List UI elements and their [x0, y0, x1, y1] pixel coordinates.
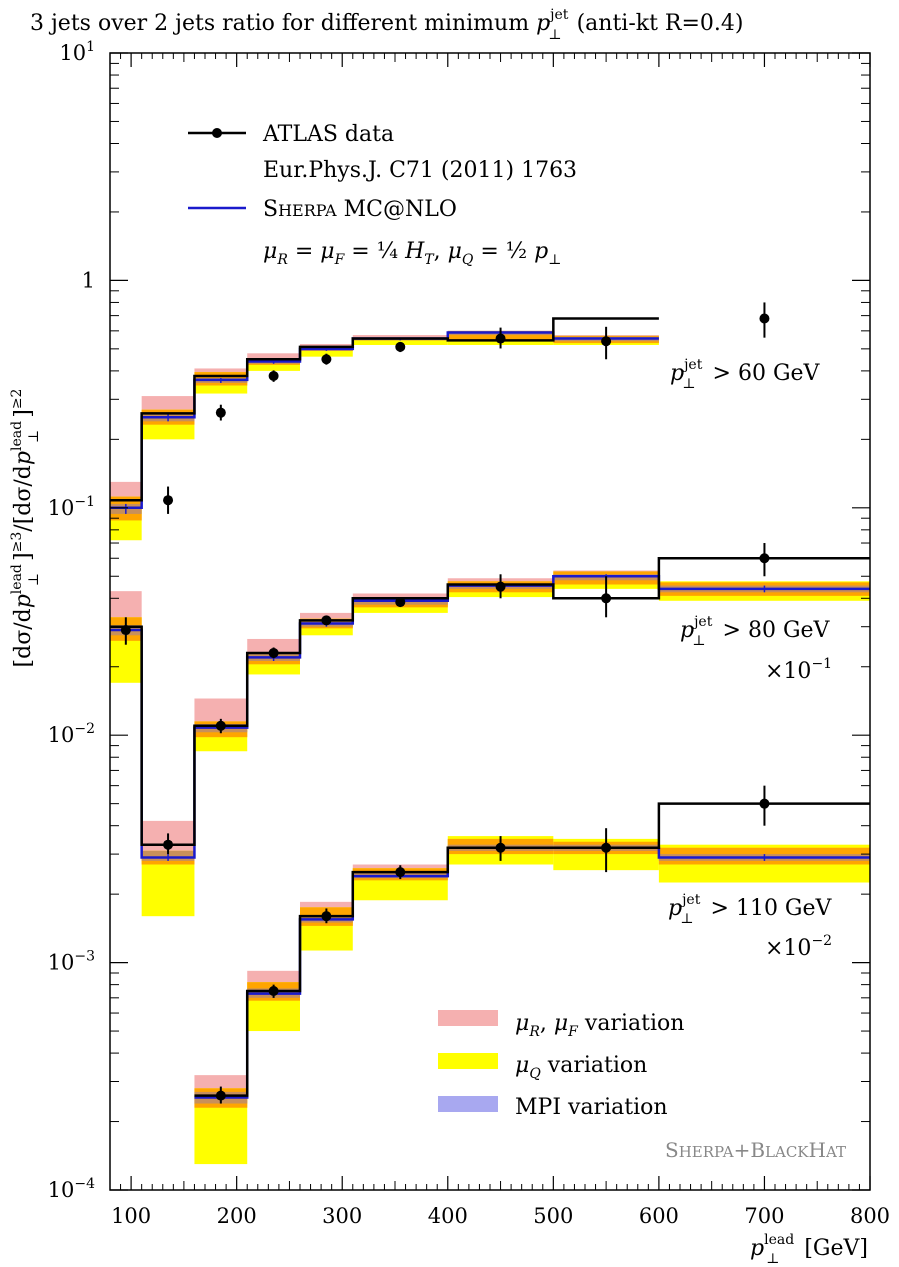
y-tick-label-4: 10−3: [48, 949, 95, 975]
data-point-s2-p1: [215, 1090, 226, 1101]
data-point-s0-p1: [215, 407, 226, 418]
y-tick-label-3: 10−2: [48, 721, 95, 747]
legend-mpi-label: MPI variation: [515, 1095, 668, 1120]
title-main: 3 jets over 2 jets ratio for different m…: [30, 11, 536, 36]
data-point-s2-p5: [495, 842, 506, 853]
series-scale-80: ×10−1: [765, 656, 832, 684]
data-point-s1-p5: [495, 581, 506, 592]
data-hist-s2: [194, 802, 870, 1097]
band-q-s0-b5: [352, 337, 448, 345]
x-tick-label-200: 200: [217, 1204, 257, 1228]
data-point-s1-p7: [759, 553, 770, 564]
data-point-s0-p2: [268, 370, 279, 381]
data-point-s2-p4: [395, 867, 406, 878]
legend-top: ATLAS data Eur.Phys.J. C71 (2011) 1763 S…: [188, 122, 577, 268]
legend-data-label: ATLAS data: [262, 122, 394, 147]
data-point-s2-p2: [268, 986, 279, 997]
y-tick-label-5: 10−4: [48, 1176, 95, 1202]
data-point-s2-p6: [601, 842, 612, 853]
x-tick-label-400: 400: [428, 1204, 468, 1228]
data-point-s1-p4: [395, 597, 406, 608]
legend-bottom: μR, μF variation μQ variation MPI variat…: [438, 1010, 684, 1120]
data-point-s2-p7: [759, 798, 770, 809]
data-point-s0-p3: [321, 354, 332, 365]
x-tick-label-100: 100: [111, 1204, 151, 1228]
y-tick-label-2: 10−1: [48, 494, 95, 520]
legend-mpi-swatch: [438, 1096, 498, 1112]
x-tick-label-600: 600: [639, 1204, 679, 1228]
series-label-110: pjet ⊥ > 110 GeV: [668, 892, 833, 927]
data-point-s2-p3: [321, 911, 332, 922]
uncertainty-bands: [110, 330, 870, 1165]
legend-q-label: μQ variation: [515, 1053, 647, 1082]
data-point-s1-p3: [321, 615, 332, 626]
data-point-s0-p0: [163, 495, 174, 506]
x-tick-label-800: 800: [850, 1204, 890, 1228]
x-tick-label-300: 300: [322, 1204, 362, 1228]
series-label-60: pjet ⊥ > 60 GeV: [670, 357, 821, 392]
data-point-s0-p6: [601, 336, 612, 347]
watermark: SHERPA+BLACKHAT: [665, 1138, 846, 1162]
y-tick-label-0: 101: [59, 39, 95, 65]
y-axis-label: [dσ/dplead⊥]≥3/[dσ/dplead⊥]≥2: [9, 389, 42, 668]
data-point-s1-p0: [120, 625, 131, 636]
x-tick-label-500: 500: [533, 1204, 573, 1228]
series-scale-110: ×10−2: [765, 933, 832, 961]
data-point-s0-p4: [395, 341, 406, 352]
y-tick-label-1: 1: [82, 268, 95, 292]
series-label-80: pjet ⊥ > 80 GeV: [680, 614, 831, 649]
axes: 100 200 300 400 500 600 700 800 101 1 10−1 10−2 10−3…: [48, 39, 890, 1228]
legend-mc-label: SHERPA MC@NLO: [263, 197, 457, 222]
legend-scales: μR = μF = ¼ HT, μQ = ½ p⊥: [263, 239, 561, 268]
x-axis-label: plead ⊥ [GeV]: [750, 1232, 868, 1267]
series-labels: pjet ⊥ > 60 GeV pjet ⊥ > 80 GeV ×10−1 pjet…: [668, 357, 833, 961]
data-point-s1-p1: [215, 720, 226, 731]
data-points: [120, 302, 770, 1104]
legend-data-marker: [212, 128, 222, 138]
legend-rf-label: μR, μF variation: [515, 1011, 684, 1040]
legend-rf-swatch: [438, 1010, 498, 1026]
data-point-s1-p6: [601, 593, 612, 604]
data-point-s1-p2: [268, 647, 279, 658]
data-point-s2-p0: [163, 839, 174, 850]
band-q-s0-b4: [300, 345, 353, 357]
chart-title: 3 jets over 2 jets ratio for different m…: [30, 7, 744, 43]
data-point-s0-p7: [759, 313, 770, 324]
x-tick-label-700: 700: [744, 1204, 784, 1228]
legend-q-swatch: [438, 1053, 498, 1069]
svg-text:[dσ/dplead⊥]≥3/[dσ/dplead⊥]≥2: [dσ/dplead⊥]≥3/[dσ/dplead⊥]≥2: [9, 389, 42, 668]
legend-data-ref: Eur.Phys.J. C71 (2011) 1763: [263, 158, 577, 183]
data-point-s0-p5: [495, 333, 506, 344]
